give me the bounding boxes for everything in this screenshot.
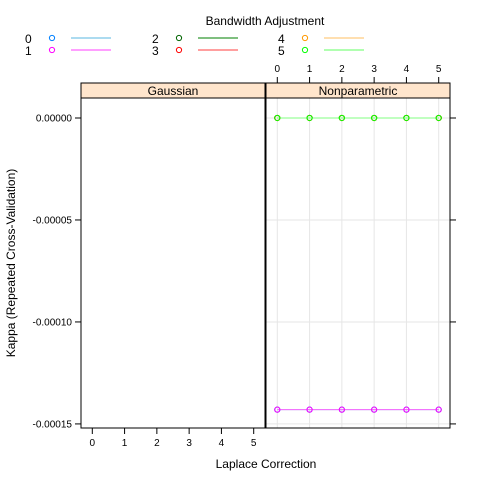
data-point <box>403 406 410 413</box>
legend-entry-5: 5 <box>278 44 364 58</box>
x-tick-label: 3 <box>371 64 377 75</box>
legend-label: 1 <box>25 44 32 58</box>
legend-label: 0 <box>25 32 32 46</box>
x-tick-label: 4 <box>404 64 410 75</box>
legend-label: 5 <box>278 44 285 58</box>
series-5 <box>274 114 442 122</box>
data-point <box>306 114 313 122</box>
legend-entry-2: 2 <box>152 32 238 46</box>
legend-point-marker <box>301 46 309 54</box>
y-tick-label: -0.00005 <box>33 215 73 226</box>
data-point <box>338 406 345 413</box>
panel-grid <box>266 98 450 428</box>
x-tick-label: 1 <box>122 438 128 449</box>
legend-label: 3 <box>152 44 159 58</box>
data-point <box>371 114 378 122</box>
legend-entry-1: 1 <box>25 44 111 58</box>
legend-entry-3: 3 <box>152 44 238 58</box>
legend: Bandwidth Adjustment 01 23 45 <box>25 14 364 58</box>
series-1 <box>274 406 442 413</box>
x-tick-label: 0 <box>90 438 96 449</box>
y-tick-label: -0.00015 <box>33 419 73 430</box>
panel-gaussian: Gaussian <box>80 82 266 429</box>
data-point <box>274 114 281 122</box>
legend-title: Bandwidth Adjustment <box>206 14 325 28</box>
x-axis-label: Laplace Correction <box>216 457 317 471</box>
panel-strip-label: Gaussian <box>148 84 199 98</box>
panel-nonparametric: Nonparametric <box>265 82 451 429</box>
y-tick-label: -0.00010 <box>33 317 73 328</box>
legend-point-marker <box>48 46 56 54</box>
data-point <box>435 114 442 122</box>
panels: Gaussian Nonparametric <box>80 82 451 429</box>
legend-entry-4: 4 <box>278 32 364 46</box>
y-tick-label: 0.00000 <box>36 113 73 124</box>
x-tick-label: 0 <box>275 64 281 75</box>
data-point <box>274 406 281 413</box>
x-tick-label: 2 <box>154 438 160 449</box>
legend-label: 2 <box>152 32 159 46</box>
data-point <box>435 406 442 413</box>
x-tick-label: 1 <box>307 64 313 75</box>
data-point <box>371 406 378 413</box>
y-axis-label: Kappa (Repeated Cross-Validation) <box>4 169 18 358</box>
data-point <box>338 114 345 122</box>
legend-entry-0: 0 <box>25 32 111 46</box>
panel-frame <box>80 97 266 429</box>
legend-point-marker <box>175 34 183 42</box>
panel-strip-label: Nonparametric <box>319 84 398 98</box>
axes: Laplace Correction Kappa (Repeated Cross… <box>4 64 456 471</box>
x-tick-label: 2 <box>339 64 345 75</box>
x-tick-label: 4 <box>219 438 225 449</box>
legend-label: 4 <box>278 32 285 46</box>
x-tick-label: 5 <box>436 64 442 75</box>
x-tick-label: 5 <box>251 438 257 449</box>
x-tick-label: 3 <box>186 438 192 449</box>
panel-frame <box>265 97 451 429</box>
legend-point-marker <box>301 34 309 42</box>
legend-point-marker <box>48 34 56 42</box>
data-point <box>403 114 410 122</box>
legend-point-marker <box>175 46 183 54</box>
data-point <box>306 406 313 413</box>
